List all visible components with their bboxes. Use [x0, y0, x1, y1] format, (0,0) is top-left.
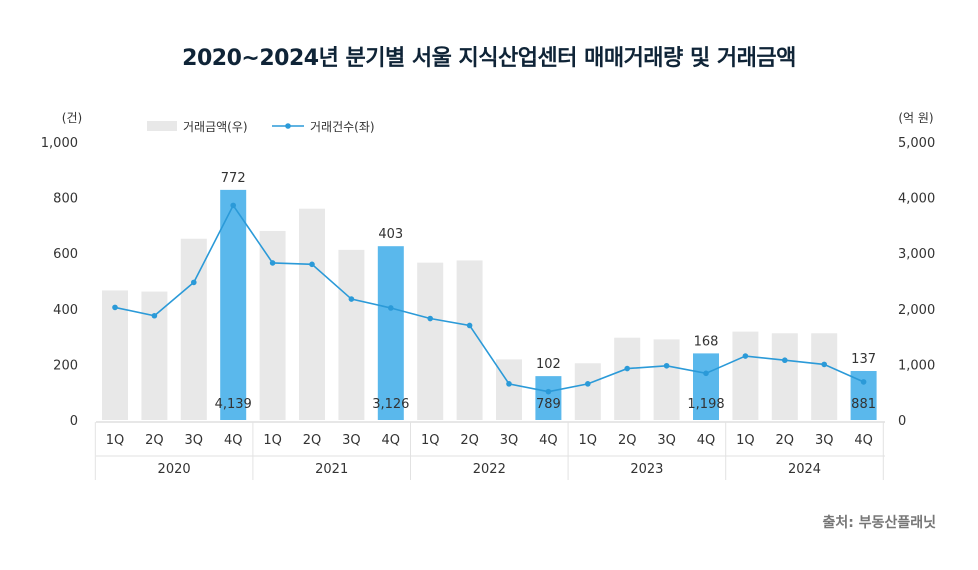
count-point — [585, 381, 591, 387]
count-point — [624, 365, 630, 372]
count-series-line — [114, 203, 864, 393]
count-point — [742, 353, 749, 359]
count-point — [545, 388, 552, 395]
quarter-tick-label: 2Q — [776, 433, 795, 448]
bar — [732, 331, 759, 420]
quarter-tick-label: 4Q — [539, 433, 558, 448]
quarter-tick-label: 3Q — [815, 433, 834, 448]
quarter-tick-label: 1Q — [579, 433, 598, 448]
count-point — [466, 322, 473, 329]
right-tick-label: 4,000 — [898, 192, 935, 207]
legend-swatch-count-marker — [285, 123, 291, 129]
count-data-label: 137 — [851, 352, 876, 367]
count-data-label: 403 — [378, 227, 403, 242]
bar — [377, 246, 404, 420]
count-point — [703, 370, 709, 377]
count-point — [269, 260, 276, 266]
bar — [574, 363, 601, 420]
bar — [141, 291, 168, 420]
bar — [811, 333, 838, 420]
left-tick-label: 200 — [53, 358, 78, 373]
count-point — [230, 202, 236, 209]
year-tick-label: 2022 — [473, 462, 506, 477]
right-tick-label: 5,000 — [898, 136, 935, 151]
quarter-tick-label: 3Q — [185, 433, 204, 448]
count-point — [151, 312, 158, 319]
bar — [417, 262, 444, 420]
bar — [693, 353, 719, 420]
bar — [338, 249, 365, 420]
left-tick-label: 0 — [70, 414, 78, 429]
left-tick-label: 400 — [53, 303, 78, 318]
source-note: 출처: 부동산플래닛 — [822, 515, 936, 531]
year-tick-label: 2021 — [315, 462, 348, 477]
quarter-tick-label: 4Q — [854, 433, 873, 448]
count-point — [348, 296, 355, 302]
quarter-tick-label: 3Q — [342, 433, 361, 448]
year-tick-label: 2020 — [158, 462, 191, 477]
count-point — [388, 305, 394, 311]
amount-data-label: 881 — [851, 397, 876, 412]
right-axis-unit: (억 원) — [898, 111, 933, 125]
quarter-tick-label: 4Q — [697, 433, 716, 448]
left-tick-label: 1,000 — [41, 136, 78, 151]
count-point — [309, 261, 315, 268]
quarter-tick-label: 2Q — [145, 433, 164, 448]
left-tick-label: 600 — [53, 247, 78, 262]
legend-label-count: 거래건수(좌) — [310, 120, 375, 134]
count-point — [506, 381, 512, 387]
chart-title: 2020~2024년 분기별 서울 지식산업센터 매매거래량 및 거래금액 — [182, 46, 796, 71]
left-tick-label: 800 — [53, 192, 78, 207]
count-data-label: 102 — [536, 357, 561, 372]
quarter-tick-label: 1Q — [421, 433, 440, 448]
count-point — [860, 379, 867, 385]
bar — [771, 333, 798, 420]
count-data-label: 772 — [221, 171, 246, 186]
quarter-tick-label: 3Q — [657, 433, 676, 448]
bar — [102, 290, 128, 420]
right-tick-label: 0 — [898, 414, 906, 429]
count-point — [427, 315, 434, 322]
bar — [180, 238, 207, 420]
bar — [535, 376, 562, 420]
quarter-tick-label: 1Q — [736, 433, 755, 448]
quarter-tick-label: 4Q — [224, 433, 243, 448]
bar — [456, 260, 483, 420]
quarter-tick-label: 1Q — [106, 433, 125, 448]
count-data-label: 168 — [694, 334, 719, 349]
amount-data-label: 3,126 — [372, 397, 409, 412]
quarter-tick-label: 1Q — [263, 433, 282, 448]
bar — [299, 208, 325, 420]
quarter-tick-label: 4Q — [382, 433, 401, 448]
legend-swatch-amount — [147, 121, 177, 131]
bar — [220, 189, 247, 420]
right-tick-label: 2,000 — [898, 303, 935, 318]
amount-data-label: 1,198 — [687, 397, 724, 412]
quarter-tick-label: 2Q — [618, 433, 637, 448]
count-point — [782, 357, 788, 364]
legend-label-amount: 거래금액(우) — [183, 120, 248, 134]
count-point — [112, 304, 118, 311]
quarter-tick-label: 3Q — [500, 433, 519, 448]
right-tick-label: 3,000 — [898, 247, 935, 262]
amount-data-label: 4,139 — [215, 397, 252, 412]
amount-data-label: 789 — [536, 397, 561, 412]
bar — [614, 337, 641, 420]
count-point — [663, 362, 670, 369]
quarter-tick-label: 2Q — [460, 433, 479, 448]
bar — [259, 230, 286, 420]
count-point — [191, 279, 197, 286]
quarter-tick-label: 2Q — [303, 433, 322, 448]
bar — [496, 359, 522, 420]
left-axis-unit: (건) — [62, 111, 82, 125]
count-point — [821, 361, 827, 368]
year-tick-label: 2023 — [630, 462, 663, 477]
right-tick-label: 1,000 — [898, 358, 935, 373]
year-tick-label: 2024 — [788, 462, 821, 477]
bar — [653, 339, 680, 420]
